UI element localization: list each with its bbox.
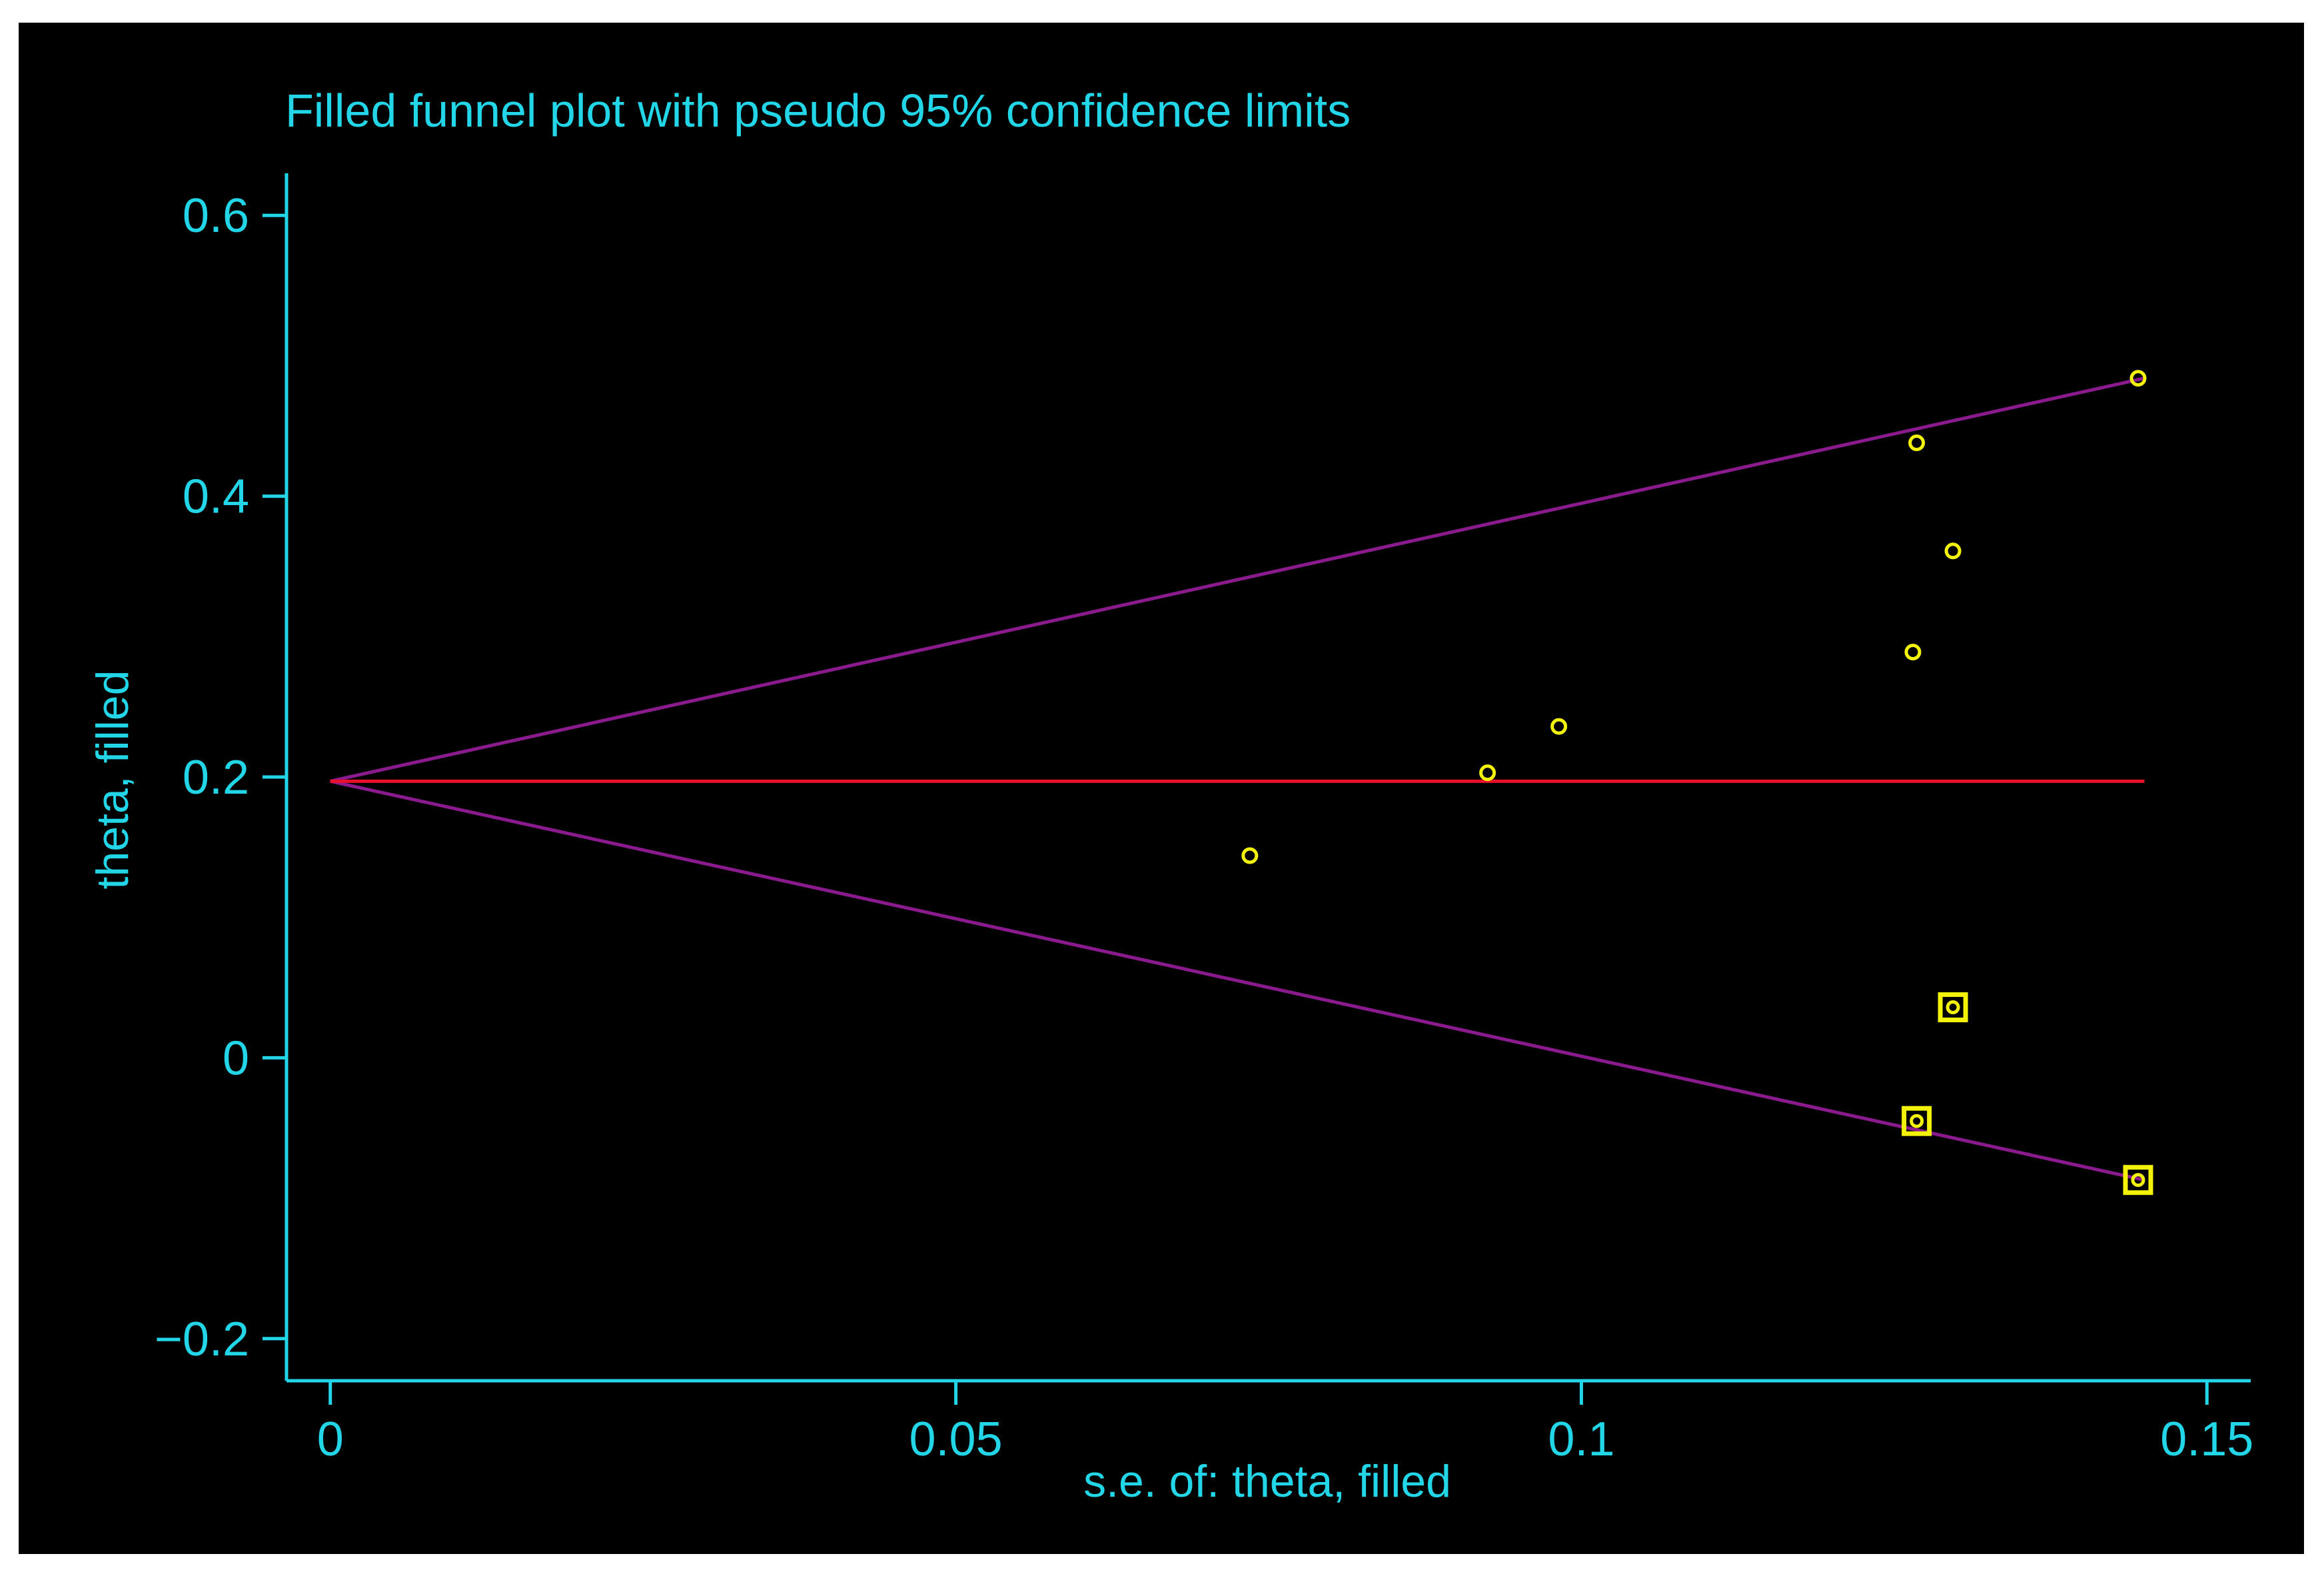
- upper-confidence-limit-line: [330, 377, 2145, 783]
- observed-study-point: [1479, 764, 1496, 782]
- filled-point-circle: [1910, 1114, 1924, 1128]
- plot-lines: [330, 377, 2145, 1182]
- lower-confidence-limit-line: [330, 779, 2145, 1182]
- filled-study-point: [2123, 1165, 2153, 1195]
- y-tick-label: 0: [223, 1032, 249, 1085]
- data-points: [1241, 370, 2153, 1195]
- y-tick-label: −0.2: [155, 1313, 249, 1366]
- observed-study-point: [1550, 718, 1568, 735]
- observed-study-point: [2129, 370, 2147, 387]
- observed-study-point: [1908, 434, 1926, 452]
- x-axis-label: s.e. of: theta, filled: [1083, 1456, 1451, 1507]
- x-tick-label: 0.05: [909, 1413, 1003, 1466]
- filled-point-box: [1902, 1106, 1932, 1136]
- observed-study-point: [1944, 542, 1962, 560]
- chart-title: Filled funnel plot with pseudo 95% confi…: [285, 85, 1351, 137]
- filled-point-box: [1938, 992, 1968, 1023]
- y-tick-label: 0.4: [183, 470, 249, 524]
- filled-study-point: [1938, 992, 1968, 1023]
- axes: [285, 173, 2251, 1383]
- plot-background: [19, 23, 2304, 1554]
- filled-point-circle: [1946, 1000, 1960, 1015]
- filled-study-point: [1902, 1106, 1932, 1136]
- x-tick-label: 0.15: [2160, 1413, 2253, 1466]
- y-axis-label: theta, filled: [87, 670, 138, 890]
- y-tick-label: 0.6: [183, 189, 249, 243]
- filled-point-circle: [2131, 1173, 2145, 1187]
- filled-point-box: [2123, 1165, 2153, 1195]
- observed-study-point: [1904, 643, 1922, 660]
- x-tick-label: 0: [317, 1413, 344, 1466]
- x-axis-ticks: 0 0.05 0.1 0.15: [317, 1381, 2253, 1466]
- y-tick-label: 0.2: [183, 751, 249, 804]
- x-tick-label: 0.1: [1548, 1413, 1614, 1466]
- y-axis-ticks: −0.2 0 0.2 0.4 0.6: [155, 189, 287, 1366]
- observed-study-point: [1241, 847, 1259, 864]
